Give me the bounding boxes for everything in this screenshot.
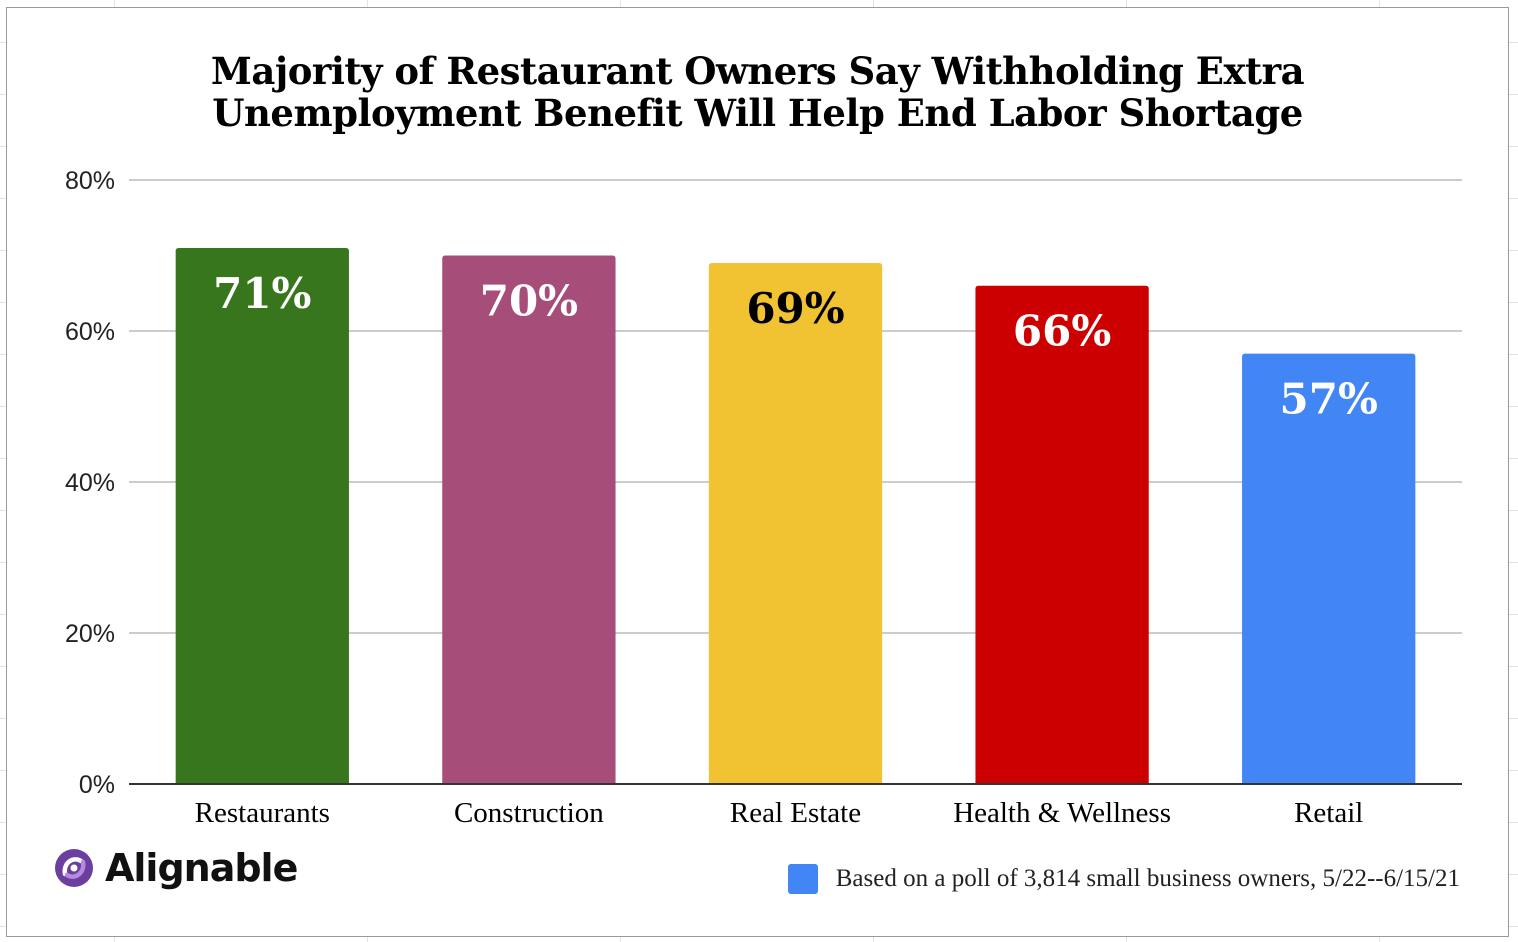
chart-title-line-1: Majority of Restaurant Owners Say Withho… xyxy=(210,49,1305,93)
y-tick-label: 0% xyxy=(79,771,115,799)
x-tick-label: Retail xyxy=(1294,797,1363,829)
y-tick-label: 80% xyxy=(65,167,115,195)
legend[interactable]: Based on a poll of 3,814 small business … xyxy=(787,864,1460,894)
x-tick-label: Real Estate xyxy=(730,797,861,829)
chart-title: Majority of Restaurant Owners Say Withho… xyxy=(7,50,1508,134)
brand-name: Alignable xyxy=(105,846,298,890)
chart-container[interactable]: Majority of Restaurant Owners Say Withho… xyxy=(6,7,1509,937)
bar[interactable] xyxy=(175,247,349,784)
bar-data-label: 66% xyxy=(1013,307,1111,356)
legend-text: Based on a poll of 3,814 small business … xyxy=(835,865,1460,892)
bar-chart: 0% 20% 40% 60% 80% 71% 70% 69% 66% 57% Restauran… xyxy=(65,167,1462,829)
x-axis-ticks: Restaurants Construction Real Estate Health… xyxy=(195,797,1364,829)
y-tick-label: 20% xyxy=(65,620,115,648)
x-tick-label: Construction xyxy=(454,797,604,829)
alignable-logo-icon xyxy=(55,849,93,887)
brand-logo: Alignable xyxy=(53,846,298,890)
bar-data-label: 69% xyxy=(746,284,844,333)
bar[interactable] xyxy=(975,285,1149,784)
bar-data-label: 70% xyxy=(480,277,578,326)
y-tick-label: 40% xyxy=(65,469,115,497)
bar-data-label: 57% xyxy=(1280,375,1378,424)
x-tick-label: Health & Wellness xyxy=(953,797,1171,829)
bars: 71% 70% 69% 66% 57% xyxy=(175,247,1416,785)
bar[interactable] xyxy=(1242,353,1416,784)
bar-data-label: 71% xyxy=(213,269,311,318)
y-tick-label: 60% xyxy=(65,318,115,346)
legend-swatch xyxy=(787,864,818,894)
bar[interactable] xyxy=(442,255,616,785)
y-axis-ticks: 0% 20% 40% 60% 80% xyxy=(65,167,115,799)
x-tick-label: Restaurants xyxy=(195,797,330,829)
bar[interactable] xyxy=(708,263,883,784)
chart-title-line-2: Unemployment Benefit Will Help End Labor… xyxy=(212,91,1303,135)
